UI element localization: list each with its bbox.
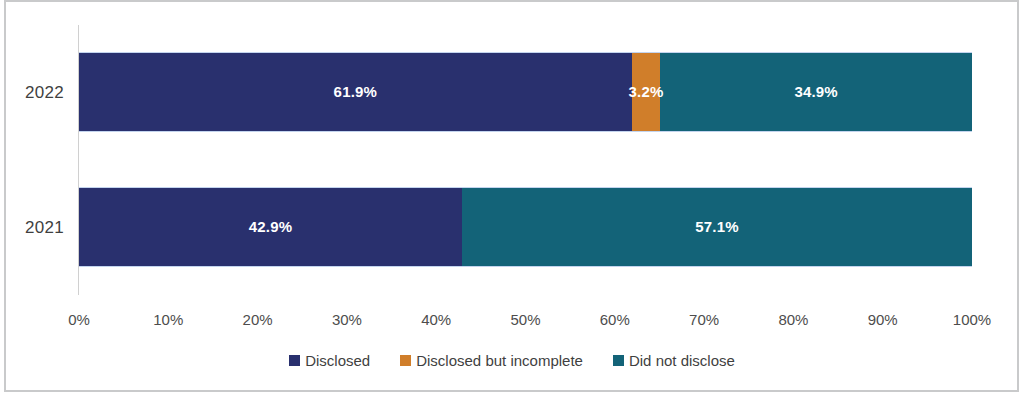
legend-swatch — [613, 355, 624, 366]
x-tick-label: 0% — [68, 311, 90, 328]
bar-value-label: 57.1% — [695, 218, 739, 235]
bar-row: 61.9% 3.2% 34.9% — [79, 52, 972, 132]
x-tick-label: 40% — [421, 311, 451, 328]
category-label: 2022 — [0, 25, 64, 160]
x-tick-label: 60% — [600, 311, 630, 328]
bar-segment: 3.2% — [632, 53, 661, 131]
x-tick-label: 80% — [778, 311, 808, 328]
legend-item: Disclosed — [289, 352, 370, 369]
legend-item: Disclosed but incomplete — [400, 352, 583, 369]
legend-label: Did not disclose — [629, 352, 735, 369]
x-tick-label: 50% — [510, 311, 540, 328]
x-tick-label: 70% — [689, 311, 719, 328]
legend-swatch — [400, 355, 411, 366]
bar-value-label: 42.9% — [249, 218, 293, 235]
chart-canvas: 61.9% 3.2% 34.9% 42.9% 57.1% 20222021 0% 10% 2… — [0, 0, 1024, 401]
x-tick-label: 20% — [243, 311, 273, 328]
x-tick-label: 10% — [153, 311, 183, 328]
legend-label: Disclosed — [305, 352, 370, 369]
x-tick-label: 100% — [953, 311, 991, 328]
bar-segment: 61.9% — [79, 53, 632, 131]
bar-segment: 57.1% — [462, 188, 972, 266]
bar-value-label: 61.9% — [334, 83, 378, 100]
legend-item: Did not disclose — [613, 352, 735, 369]
legend-swatch — [289, 355, 300, 366]
x-tick-label: 90% — [868, 311, 898, 328]
legend: Disclosed Disclosed but incomplete Did not… — [0, 349, 1024, 371]
bar-segment: 42.9% — [79, 188, 462, 266]
x-tick-label: 30% — [332, 311, 362, 328]
category-label: 2021 — [0, 160, 64, 295]
bar-value-label: 34.9% — [794, 83, 838, 100]
bar-segment: 34.9% — [660, 53, 972, 131]
bar-value-label: 3.2% — [629, 83, 664, 100]
bar-row: 42.9% 57.1% — [79, 187, 972, 267]
legend-label: Disclosed but incomplete — [416, 352, 583, 369]
